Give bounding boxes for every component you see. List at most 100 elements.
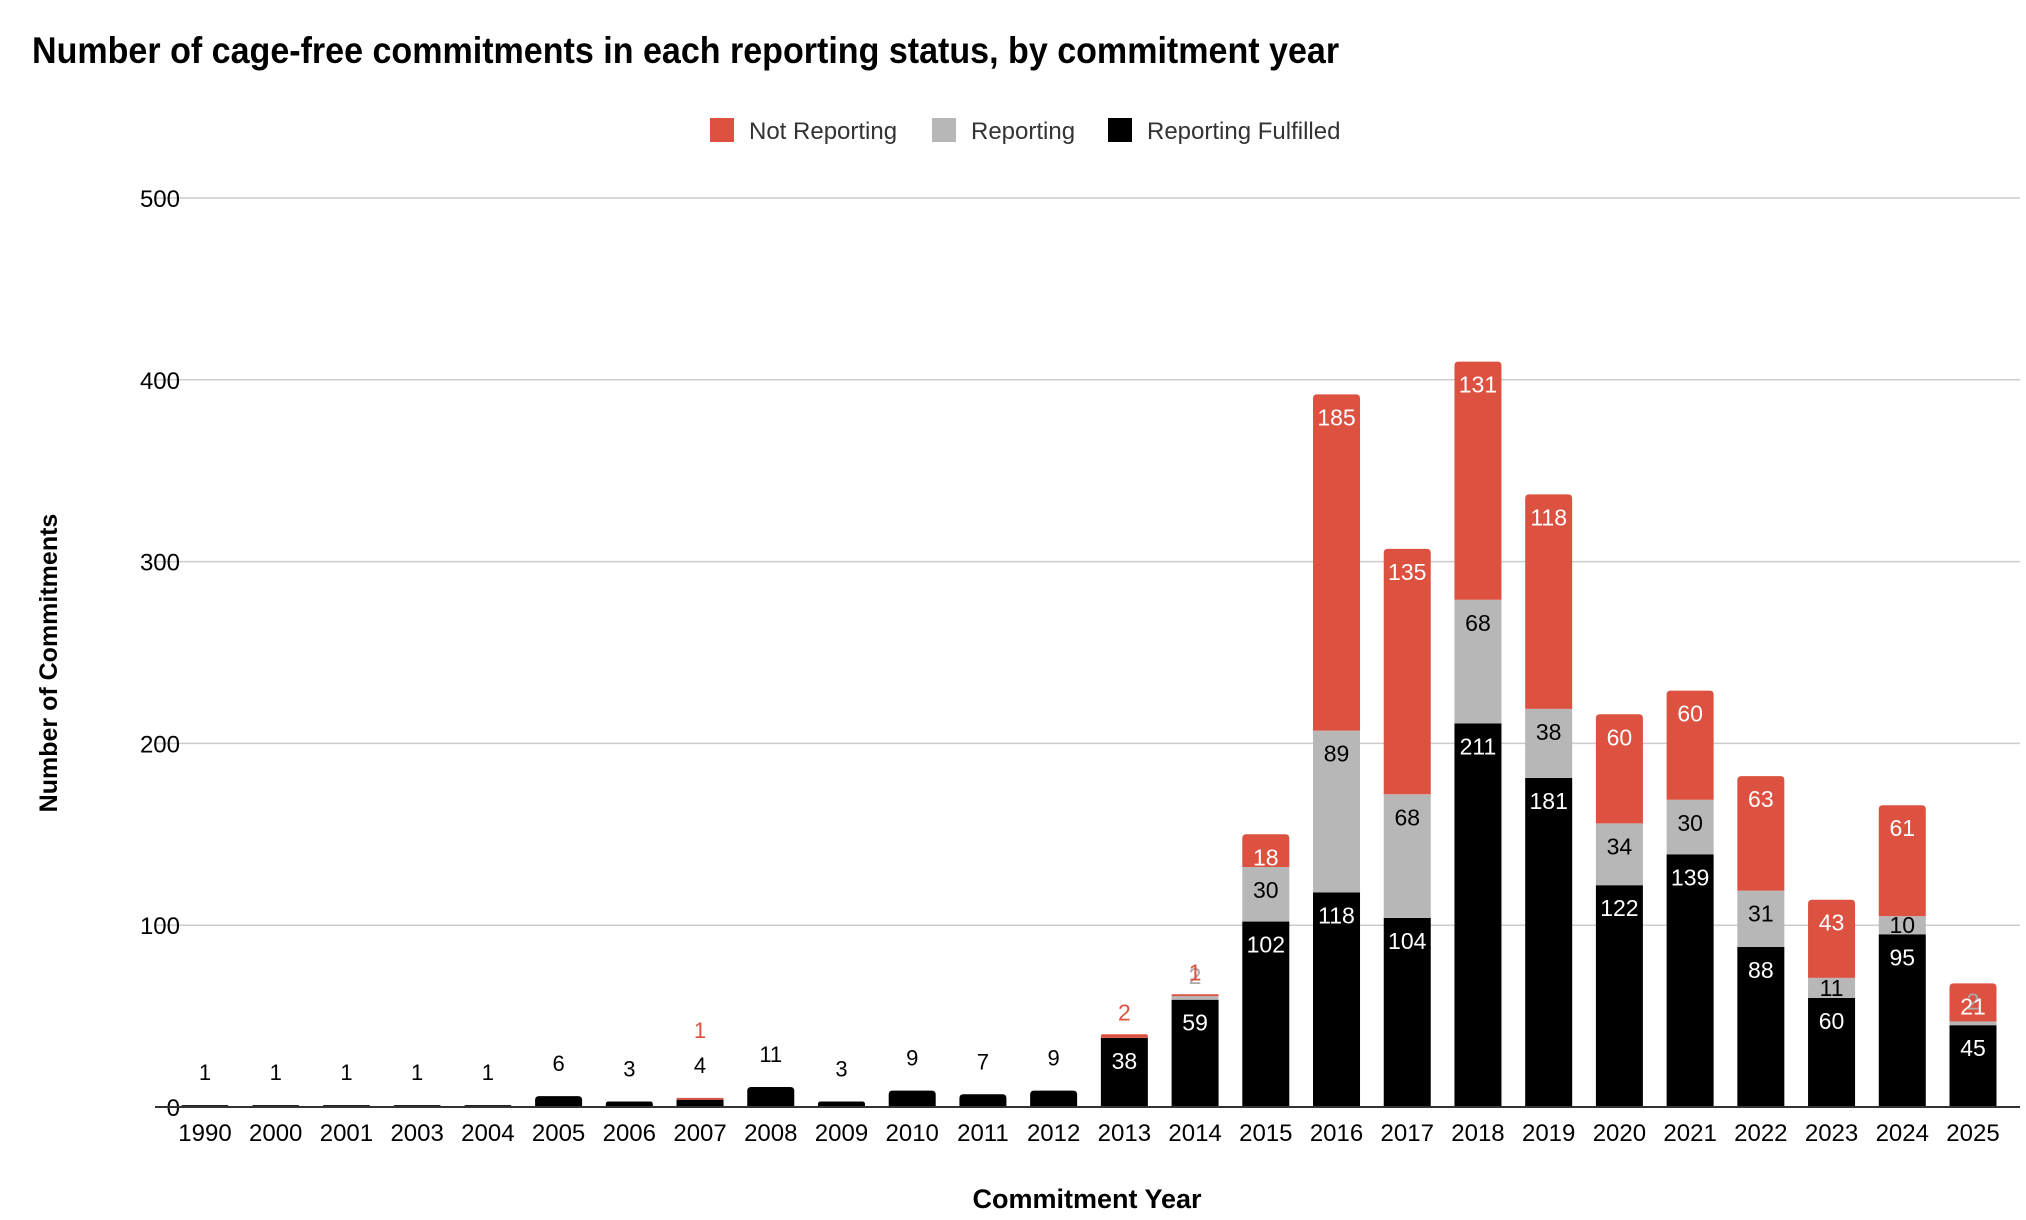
data-label: 10: [1889, 912, 1915, 938]
x-tick-label: 2011: [957, 1120, 1009, 1147]
data-label: 1: [482, 1060, 494, 1085]
data-label: 7: [977, 1049, 989, 1074]
data-label: 1: [1189, 959, 1202, 985]
x-tick-label: 2007: [673, 1120, 726, 1147]
data-label: 89: [1324, 741, 1350, 767]
data-label: 60: [1819, 1008, 1845, 1034]
y-tick-label: 400: [140, 368, 180, 395]
bar-reporting-fulfilled: [747, 1087, 794, 1107]
x-axis-title: Commitment Year: [972, 1184, 1202, 1214]
x-tick-label: 1990: [178, 1120, 231, 1147]
bar-reporting-fulfilled: [1030, 1091, 1077, 1107]
x-tick-label: 2010: [886, 1120, 939, 1147]
x-tick-label: 2001: [320, 1120, 373, 1147]
bar-reporting-fulfilled: [1454, 723, 1501, 1107]
legend-label: Reporting Fulfilled: [1147, 118, 1340, 145]
x-tick-label: 2000: [249, 1120, 302, 1147]
y-tick-label: 0: [167, 1095, 180, 1122]
data-label: 11: [1820, 975, 1844, 1001]
data-label: 139: [1671, 864, 1709, 890]
data-label: 59: [1182, 1010, 1208, 1036]
bar-reporting: [1172, 996, 1219, 1000]
legend: Not Reporting Reporting Reporting Fulfille…: [710, 118, 1340, 145]
data-label: 1: [411, 1060, 423, 1085]
x-tick-label: 2009: [815, 1120, 868, 1147]
stacked-bar-chart: Not Reporting Reporting Reporting Fulfille…: [0, 0, 2026, 1220]
legend-swatch: [710, 118, 734, 142]
data-label: 1: [270, 1060, 282, 1085]
data-label: 18: [1253, 844, 1279, 870]
data-label: 3: [835, 1057, 847, 1082]
data-label: 135: [1388, 559, 1426, 585]
legend-item-not-reporting: Not Reporting: [710, 118, 897, 145]
x-tick-label: 2021: [1663, 1120, 1716, 1147]
bar-not-reporting: [1172, 994, 1219, 996]
x-tick-label: 2003: [390, 1120, 443, 1147]
x-tick-label: 2017: [1381, 1120, 1434, 1147]
data-label: 43: [1819, 910, 1845, 936]
bar-not-reporting: [677, 1098, 724, 1100]
data-label: 30: [1253, 877, 1279, 903]
x-tick-label: 2004: [461, 1120, 514, 1147]
bar-reporting-fulfilled: [1525, 778, 1572, 1107]
bar-stack-2005: [535, 1096, 582, 1107]
x-tick-label: 2025: [1946, 1120, 1999, 1147]
bar-stack-2008: [747, 1087, 794, 1107]
bar-reporting-fulfilled: [959, 1094, 1006, 1107]
data-label: 102: [1247, 932, 1285, 958]
data-label: 3: [623, 1057, 635, 1082]
data-label: 61: [1889, 815, 1915, 841]
data-label: 31: [1748, 901, 1774, 927]
data-label: 38: [1536, 719, 1562, 745]
bar-stack-2010: [889, 1091, 936, 1107]
bar-stack-2007: [677, 1098, 724, 1107]
bar-not-reporting: [1313, 394, 1360, 730]
x-tick-label: 2016: [1310, 1120, 1363, 1147]
legend-item-reporting: Reporting: [932, 118, 1075, 145]
bar-not-reporting: [1101, 1034, 1148, 1038]
data-label: 131: [1459, 372, 1497, 398]
data-label: 88: [1748, 957, 1774, 983]
bar-stack-2011: [959, 1094, 1006, 1107]
data-label: 60: [1607, 724, 1633, 750]
legend-label: Reporting: [971, 118, 1075, 145]
y-tick-label: 500: [140, 186, 180, 213]
x-tick-label: 2013: [1098, 1120, 1151, 1147]
x-tick-label: 2024: [1876, 1120, 1929, 1147]
data-label: 1: [694, 1018, 706, 1043]
x-tick-label: 2019: [1522, 1120, 1575, 1147]
data-label: 63: [1748, 786, 1774, 812]
data-label: 30: [1677, 810, 1703, 836]
data-label: 11: [759, 1042, 782, 1067]
data-label: 1: [340, 1060, 352, 1085]
data-label: 4: [694, 1053, 706, 1078]
data-label: 1: [199, 1060, 211, 1085]
x-tick-label: 2015: [1239, 1120, 1292, 1147]
bar-reporting-fulfilled: [677, 1100, 724, 1107]
bar-labels: 1 1 1 1 1 6 3 41113 9 7 9 382 5921102301811889185104…: [199, 372, 1986, 1086]
data-label: 60: [1677, 701, 1703, 727]
y-tick-label: 200: [140, 731, 180, 758]
x-tick-label: 2018: [1451, 1120, 1504, 1147]
data-label: 2: [1118, 999, 1131, 1025]
data-label: 34: [1607, 833, 1633, 859]
bar-not-reporting: [1384, 549, 1431, 794]
data-label: 9: [906, 1046, 918, 1071]
legend-item-reporting-fulfilled: Reporting Fulfilled: [1108, 118, 1340, 145]
data-label: 45: [1960, 1035, 1986, 1061]
data-label: 118: [1318, 902, 1355, 928]
x-tick-label: 2005: [532, 1120, 585, 1147]
data-label: 68: [1465, 610, 1491, 636]
x-tick-label: 2014: [1168, 1120, 1221, 1147]
legend-swatch: [932, 118, 956, 142]
x-tick-label: 2020: [1593, 1120, 1646, 1147]
data-label: 181: [1529, 788, 1567, 814]
x-tick-label: 2006: [603, 1120, 656, 1147]
data-label: 6: [552, 1051, 564, 1076]
bar-reporting-fulfilled: [535, 1096, 582, 1107]
bar-reporting: [1950, 1022, 1997, 1026]
bar-stack-2015: [1242, 834, 1289, 1107]
data-label: 211: [1460, 733, 1497, 759]
data-label: 68: [1394, 804, 1420, 830]
bars: [182, 362, 1997, 1107]
